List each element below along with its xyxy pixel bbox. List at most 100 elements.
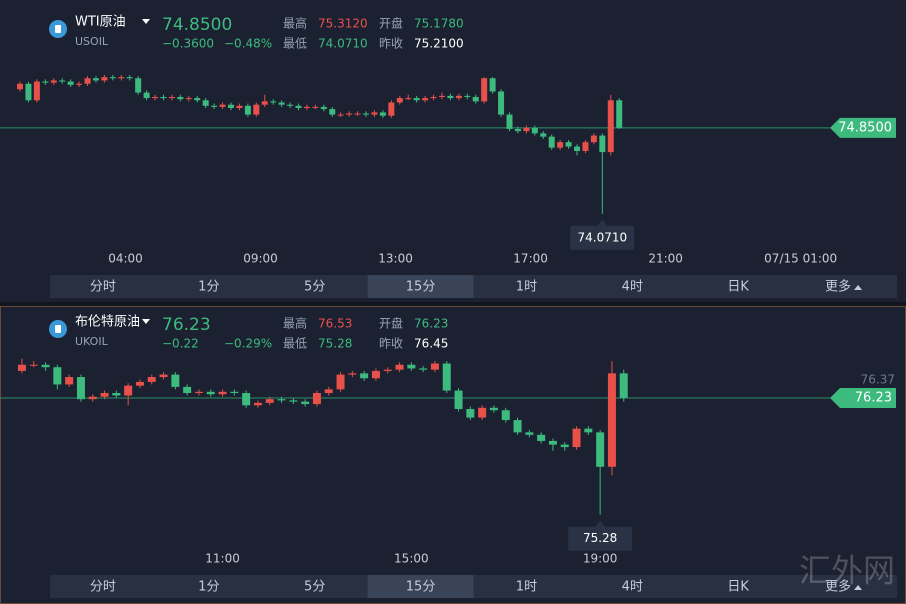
x-tick-label: 19:00: [583, 552, 618, 566]
candle-body: [84, 78, 91, 84]
candle-body: [168, 96, 175, 99]
candle-body: [230, 391, 239, 394]
candle-body: [525, 432, 534, 435]
stat-value: 76.23: [414, 317, 448, 331]
candle-body: [112, 393, 121, 396]
tab-selected-bg[interactable]: [367, 275, 474, 298]
candle-body: [405, 98, 412, 100]
tab-more-arrow[interactable]: [854, 585, 863, 590]
candle-body: [442, 363, 451, 391]
candle-body: [65, 377, 74, 385]
candle-body: [202, 100, 209, 106]
tab-selected-bg[interactable]: [367, 575, 474, 598]
candle-body: [135, 78, 142, 93]
candle-body: [242, 393, 251, 406]
candle-body: [227, 104, 234, 108]
tab-more-arrow[interactable]: [854, 285, 863, 290]
price-tag: [830, 117, 896, 138]
x-tick-label: 07/15 01:00: [764, 252, 837, 266]
candle-body: [413, 98, 420, 101]
candle-body: [501, 410, 510, 421]
candle-body: [41, 364, 50, 368]
tab[interactable]: 1时: [516, 280, 537, 295]
candle-body: [582, 142, 589, 151]
candle-body: [329, 109, 336, 115]
x-tick-label: 15:00: [394, 552, 429, 566]
tab[interactable]: 日K: [727, 280, 749, 295]
candle-body: [596, 432, 605, 467]
stat-value: 75.1780: [414, 17, 464, 31]
tab[interactable]: 5分: [304, 580, 325, 595]
candle-body: [171, 374, 180, 387]
instrument-name[interactable]: WTI原油: [75, 15, 126, 30]
tab[interactable]: 分时: [90, 580, 116, 595]
tab[interactable]: 15分: [406, 580, 436, 595]
candle-body: [301, 401, 310, 405]
tab[interactable]: 15分: [406, 280, 436, 295]
candle-body: [76, 377, 85, 400]
candle-body: [548, 440, 557, 445]
candle-body: [360, 373, 369, 379]
x-tick-label: 21:00: [648, 252, 683, 266]
tab[interactable]: 更多: [825, 579, 851, 595]
candle-body: [160, 96, 167, 99]
candle-body: [464, 95, 471, 97]
tab[interactable]: 1分: [198, 280, 219, 295]
tab[interactable]: 日K: [727, 580, 749, 595]
candle-body: [118, 77, 125, 79]
tab[interactable]: 4时: [622, 280, 643, 295]
candle-body: [303, 106, 310, 108]
candle-body: [590, 135, 597, 143]
candle-body: [514, 128, 521, 132]
candle-body: [33, 81, 40, 101]
candle-body: [17, 83, 24, 90]
candle-body: [531, 127, 538, 134]
candle-body: [619, 373, 628, 398]
stat-label: 最低: [283, 37, 307, 51]
stat-value: 74.0710: [318, 37, 368, 51]
candle-body: [17, 364, 26, 371]
candle-body: [185, 98, 192, 100]
panel-bg: [0, 306, 906, 604]
dropdown-arrow[interactable]: [142, 19, 150, 24]
tab[interactable]: 1时: [516, 580, 537, 595]
candle-body: [126, 77, 133, 79]
tab[interactable]: 分时: [90, 280, 116, 295]
candle-body: [455, 95, 462, 99]
candle-body: [253, 402, 262, 406]
low-tooltip-arrow: [597, 219, 608, 226]
candle-body: [289, 400, 298, 402]
candle-body: [572, 428, 581, 448]
candle-body: [407, 364, 416, 369]
low-tooltip-arrow: [595, 520, 606, 527]
price-change-pct: −0.29%: [224, 337, 272, 351]
candle-body: [574, 146, 581, 151]
price-change: −0.22: [162, 337, 199, 351]
candle-body: [244, 105, 251, 115]
stat-label: 最高: [283, 316, 307, 331]
candle-body: [371, 112, 378, 115]
candle-body: [489, 407, 498, 411]
instrument-symbol: UKOIL: [75, 335, 109, 348]
last-price: 74.8500: [162, 15, 232, 35]
stat-value: 75.28: [318, 337, 352, 351]
tab[interactable]: 更多: [825, 279, 851, 295]
candle-body: [206, 391, 215, 395]
candle-body: [211, 105, 218, 107]
candle-body: [599, 135, 606, 153]
stat-label: 开盘: [379, 316, 403, 331]
candle-body: [76, 83, 83, 85]
dropdown-arrow[interactable]: [142, 319, 150, 324]
instrument-name[interactable]: 布伦特原油: [75, 315, 140, 330]
x-tick-label: 09:00: [243, 252, 278, 266]
candle-body: [548, 136, 555, 148]
stat-label: 昨收: [379, 37, 403, 51]
candle-body: [388, 102, 395, 116]
tab[interactable]: 1分: [198, 580, 219, 595]
tab[interactable]: 5分: [304, 280, 325, 295]
tab[interactable]: 4时: [622, 580, 643, 595]
candle-body: [194, 98, 201, 101]
candle-body: [101, 77, 108, 81]
